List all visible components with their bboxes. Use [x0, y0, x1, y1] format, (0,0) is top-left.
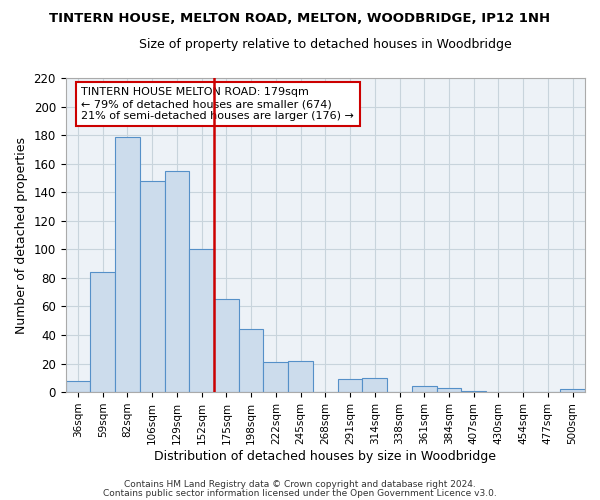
Title: Size of property relative to detached houses in Woodbridge: Size of property relative to detached ho…	[139, 38, 512, 51]
Bar	[288, 360, 313, 392]
Text: TINTERN HOUSE MELTON ROAD: 179sqm
← 79% of detached houses are smaller (674)
21%: TINTERN HOUSE MELTON ROAD: 179sqm ← 79% …	[81, 88, 354, 120]
Text: Contains HM Land Registry data © Crown copyright and database right 2024.: Contains HM Land Registry data © Crown c…	[124, 480, 476, 489]
Bar	[239, 330, 263, 392]
Text: Contains public sector information licensed under the Open Government Licence v3: Contains public sector information licen…	[103, 490, 497, 498]
Bar	[190, 250, 214, 392]
Bar	[560, 389, 585, 392]
Bar	[91, 272, 115, 392]
Bar	[461, 390, 486, 392]
X-axis label: Distribution of detached houses by size in Woodbridge: Distribution of detached houses by size …	[154, 450, 496, 462]
Bar	[65, 380, 91, 392]
Bar	[115, 136, 140, 392]
Y-axis label: Number of detached properties: Number of detached properties	[15, 136, 28, 334]
Text: TINTERN HOUSE, MELTON ROAD, MELTON, WOODBRIDGE, IP12 1NH: TINTERN HOUSE, MELTON ROAD, MELTON, WOOD…	[49, 12, 551, 26]
Bar	[263, 362, 288, 392]
Bar	[214, 300, 239, 392]
Bar	[412, 386, 437, 392]
Bar	[140, 181, 164, 392]
Bar	[164, 171, 190, 392]
Bar	[437, 388, 461, 392]
Bar	[338, 380, 362, 392]
Bar	[362, 378, 387, 392]
